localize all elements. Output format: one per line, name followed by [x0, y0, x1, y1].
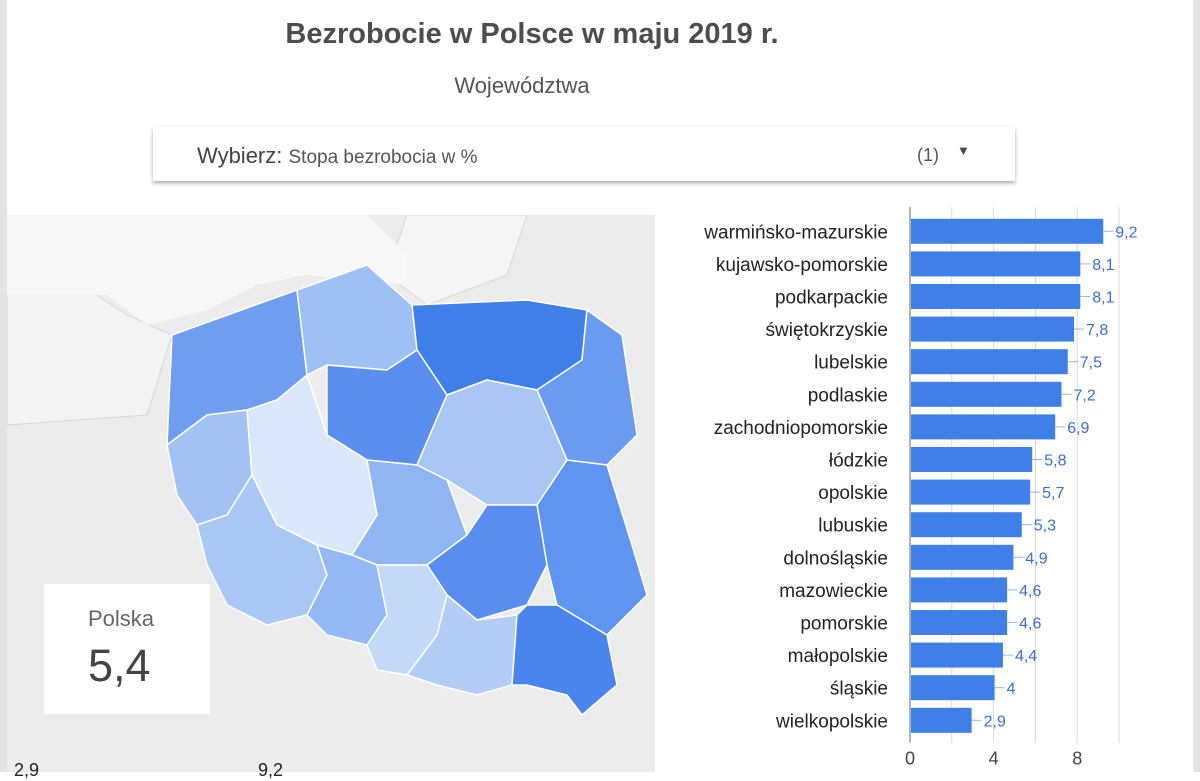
data-label: 8,1 [1092, 257, 1114, 274]
x-tick-label: 4 [989, 749, 999, 769]
bar[interactable] [911, 349, 1068, 375]
category-label: opolskie [818, 483, 888, 504]
map-sea [7, 215, 407, 325]
region-lubelskie[interactable] [536, 459, 648, 636]
data-label: 7,5 [1080, 355, 1102, 372]
data-label: 6,9 [1067, 420, 1089, 437]
data-label: 8,1 [1092, 290, 1114, 307]
data-label: 4,6 [1019, 583, 1041, 600]
selector-count: (1) [917, 145, 939, 165]
map-legend-max: 9,2 [258, 760, 284, 780]
x-tick-label: 8 [1072, 749, 1082, 769]
data-label: 5,7 [1042, 485, 1064, 502]
category-label: mazowieckie [779, 581, 888, 602]
right-frame [1193, 0, 1200, 772]
category-label: łódzkie [829, 451, 888, 472]
data-label: 4,6 [1019, 616, 1041, 633]
kpi-name: Polska [88, 606, 155, 631]
data-label: 4 [1007, 681, 1016, 698]
chart-title: Bezrobocie w Polsce w maju 2019 r. [285, 18, 779, 50]
selector-label: Wybierz: Stopa bezrobocia w % [197, 143, 478, 168]
bar[interactable] [911, 381, 1062, 407]
metric-selector[interactable]: Wybierz: Stopa bezrobocia w % (1) ▼ [153, 127, 1015, 181]
kpi-card: Polska 5,4 [44, 584, 210, 714]
bar[interactable] [911, 675, 995, 701]
category-label: pomorskie [800, 614, 888, 635]
category-label: śląskie [830, 679, 888, 700]
chart-subtitle: Województwa [454, 73, 590, 98]
category-label: kujawsko-pomorskie [716, 255, 888, 276]
data-label: 2,9 [984, 713, 1006, 730]
bar[interactable] [911, 512, 1022, 538]
data-label: 5,8 [1044, 453, 1066, 470]
data-label: 4,9 [1025, 550, 1047, 567]
x-tick-label: 0 [905, 749, 915, 769]
category-label: podlaskie [808, 385, 888, 406]
bar[interactable] [911, 447, 1033, 472]
data-label: 7,8 [1086, 322, 1108, 339]
bar[interactable] [911, 414, 1056, 440]
bar[interactable] [911, 251, 1081, 277]
kpi-value: 5,4 [88, 640, 151, 691]
selector-value: Stopa bezrobocia w % [288, 147, 478, 168]
bar[interactable] [911, 707, 972, 733]
chevron-down-icon[interactable]: ▼ [957, 143, 970, 158]
bar[interactable] [911, 610, 1008, 635]
category-label: warmińsko-mazurskie [703, 222, 888, 243]
category-label: wielkopolskie [775, 711, 888, 732]
category-label: zachodniopomorskie [714, 418, 888, 439]
bar-chart: warmińsko-mazurskie 9,2 kujawsko-pomorskie… [703, 207, 1138, 769]
category-label: małopolskie [788, 646, 888, 667]
data-label: 7,2 [1073, 387, 1095, 404]
category-label: dolnośląskie [783, 548, 888, 569]
bar[interactable] [911, 577, 1008, 603]
bar[interactable] [911, 544, 1014, 570]
region-podkarpackie[interactable] [511, 604, 618, 717]
left-frame [0, 0, 7, 772]
bar[interactable] [911, 284, 1081, 309]
bar[interactable] [911, 479, 1031, 505]
category-label: podkarpackie [775, 288, 888, 309]
bar[interactable] [911, 642, 1003, 668]
category-label: świętokrzyskie [766, 320, 888, 341]
bar[interactable] [911, 316, 1075, 342]
category-label: lubelskie [814, 353, 888, 374]
data-label: 9,2 [1115, 224, 1137, 241]
map-legend-min: 2,9 [14, 760, 40, 780]
data-label: 5,3 [1034, 518, 1056, 535]
category-label: lubuskie [818, 516, 888, 537]
bar[interactable] [911, 218, 1104, 244]
data-label: 4,4 [1015, 648, 1037, 665]
